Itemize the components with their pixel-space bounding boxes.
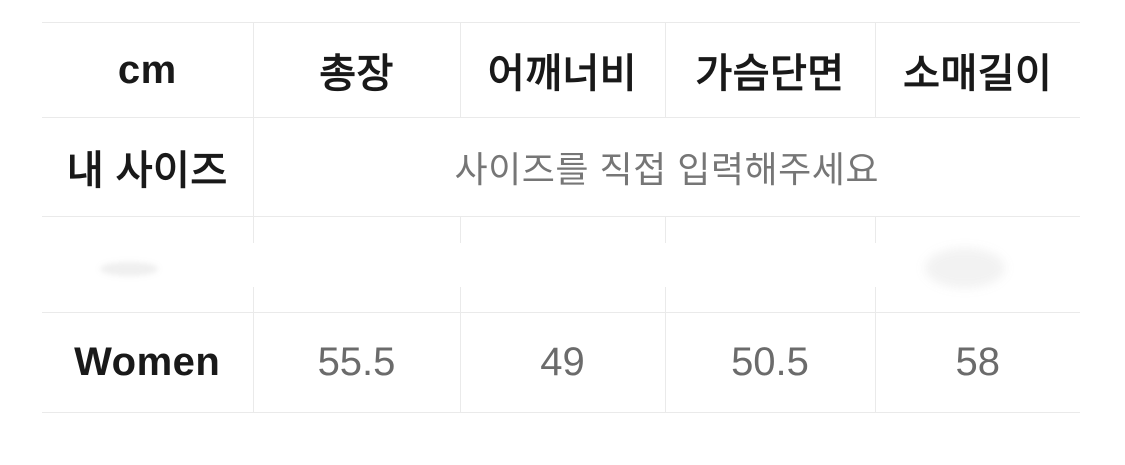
erased-cell [664,216,876,313]
column-header-total-length: 총장 [252,22,461,118]
erased-cell [252,216,461,313]
column-header-sleeve-length: 소매길이 [874,22,1080,118]
size-chart-table: cm 총장 어깨너비 가슴단면 소매길이 내 사이즈 사이즈를 직접 입력해주세… [42,22,1080,413]
size-row-women: Women 55.5 49 50.5 58 [42,312,1080,413]
size-row-label: Women [42,312,254,413]
unit-header-cell: cm [42,22,254,118]
my-size-input-cell[interactable]: 사이즈를 직접 입력해주세요 [252,117,1080,217]
header-row: cm 총장 어깨너비 가슴단면 소매길이 [42,22,1080,118]
column-header-chest-width: 가슴단면 [664,22,876,118]
size-chart: cm 총장 어깨너비 가슴단면 소매길이 내 사이즈 사이즈를 직접 입력해주세… [40,22,1082,413]
erased-cell [459,216,666,313]
my-size-row-label: 내 사이즈 [42,117,254,217]
my-size-row: 내 사이즈 사이즈를 직접 입력해주세요 [42,117,1080,217]
size-value-sleeve-length: 58 [874,312,1080,413]
erased-row [42,216,1080,313]
size-value-shoulder-width: 49 [459,312,666,413]
column-header-shoulder-width: 어깨너비 [459,22,666,118]
size-value-total-length: 55.5 [252,312,461,413]
erased-cell [874,216,1080,313]
size-value-chest-width: 50.5 [664,312,876,413]
erased-cell [42,216,254,313]
